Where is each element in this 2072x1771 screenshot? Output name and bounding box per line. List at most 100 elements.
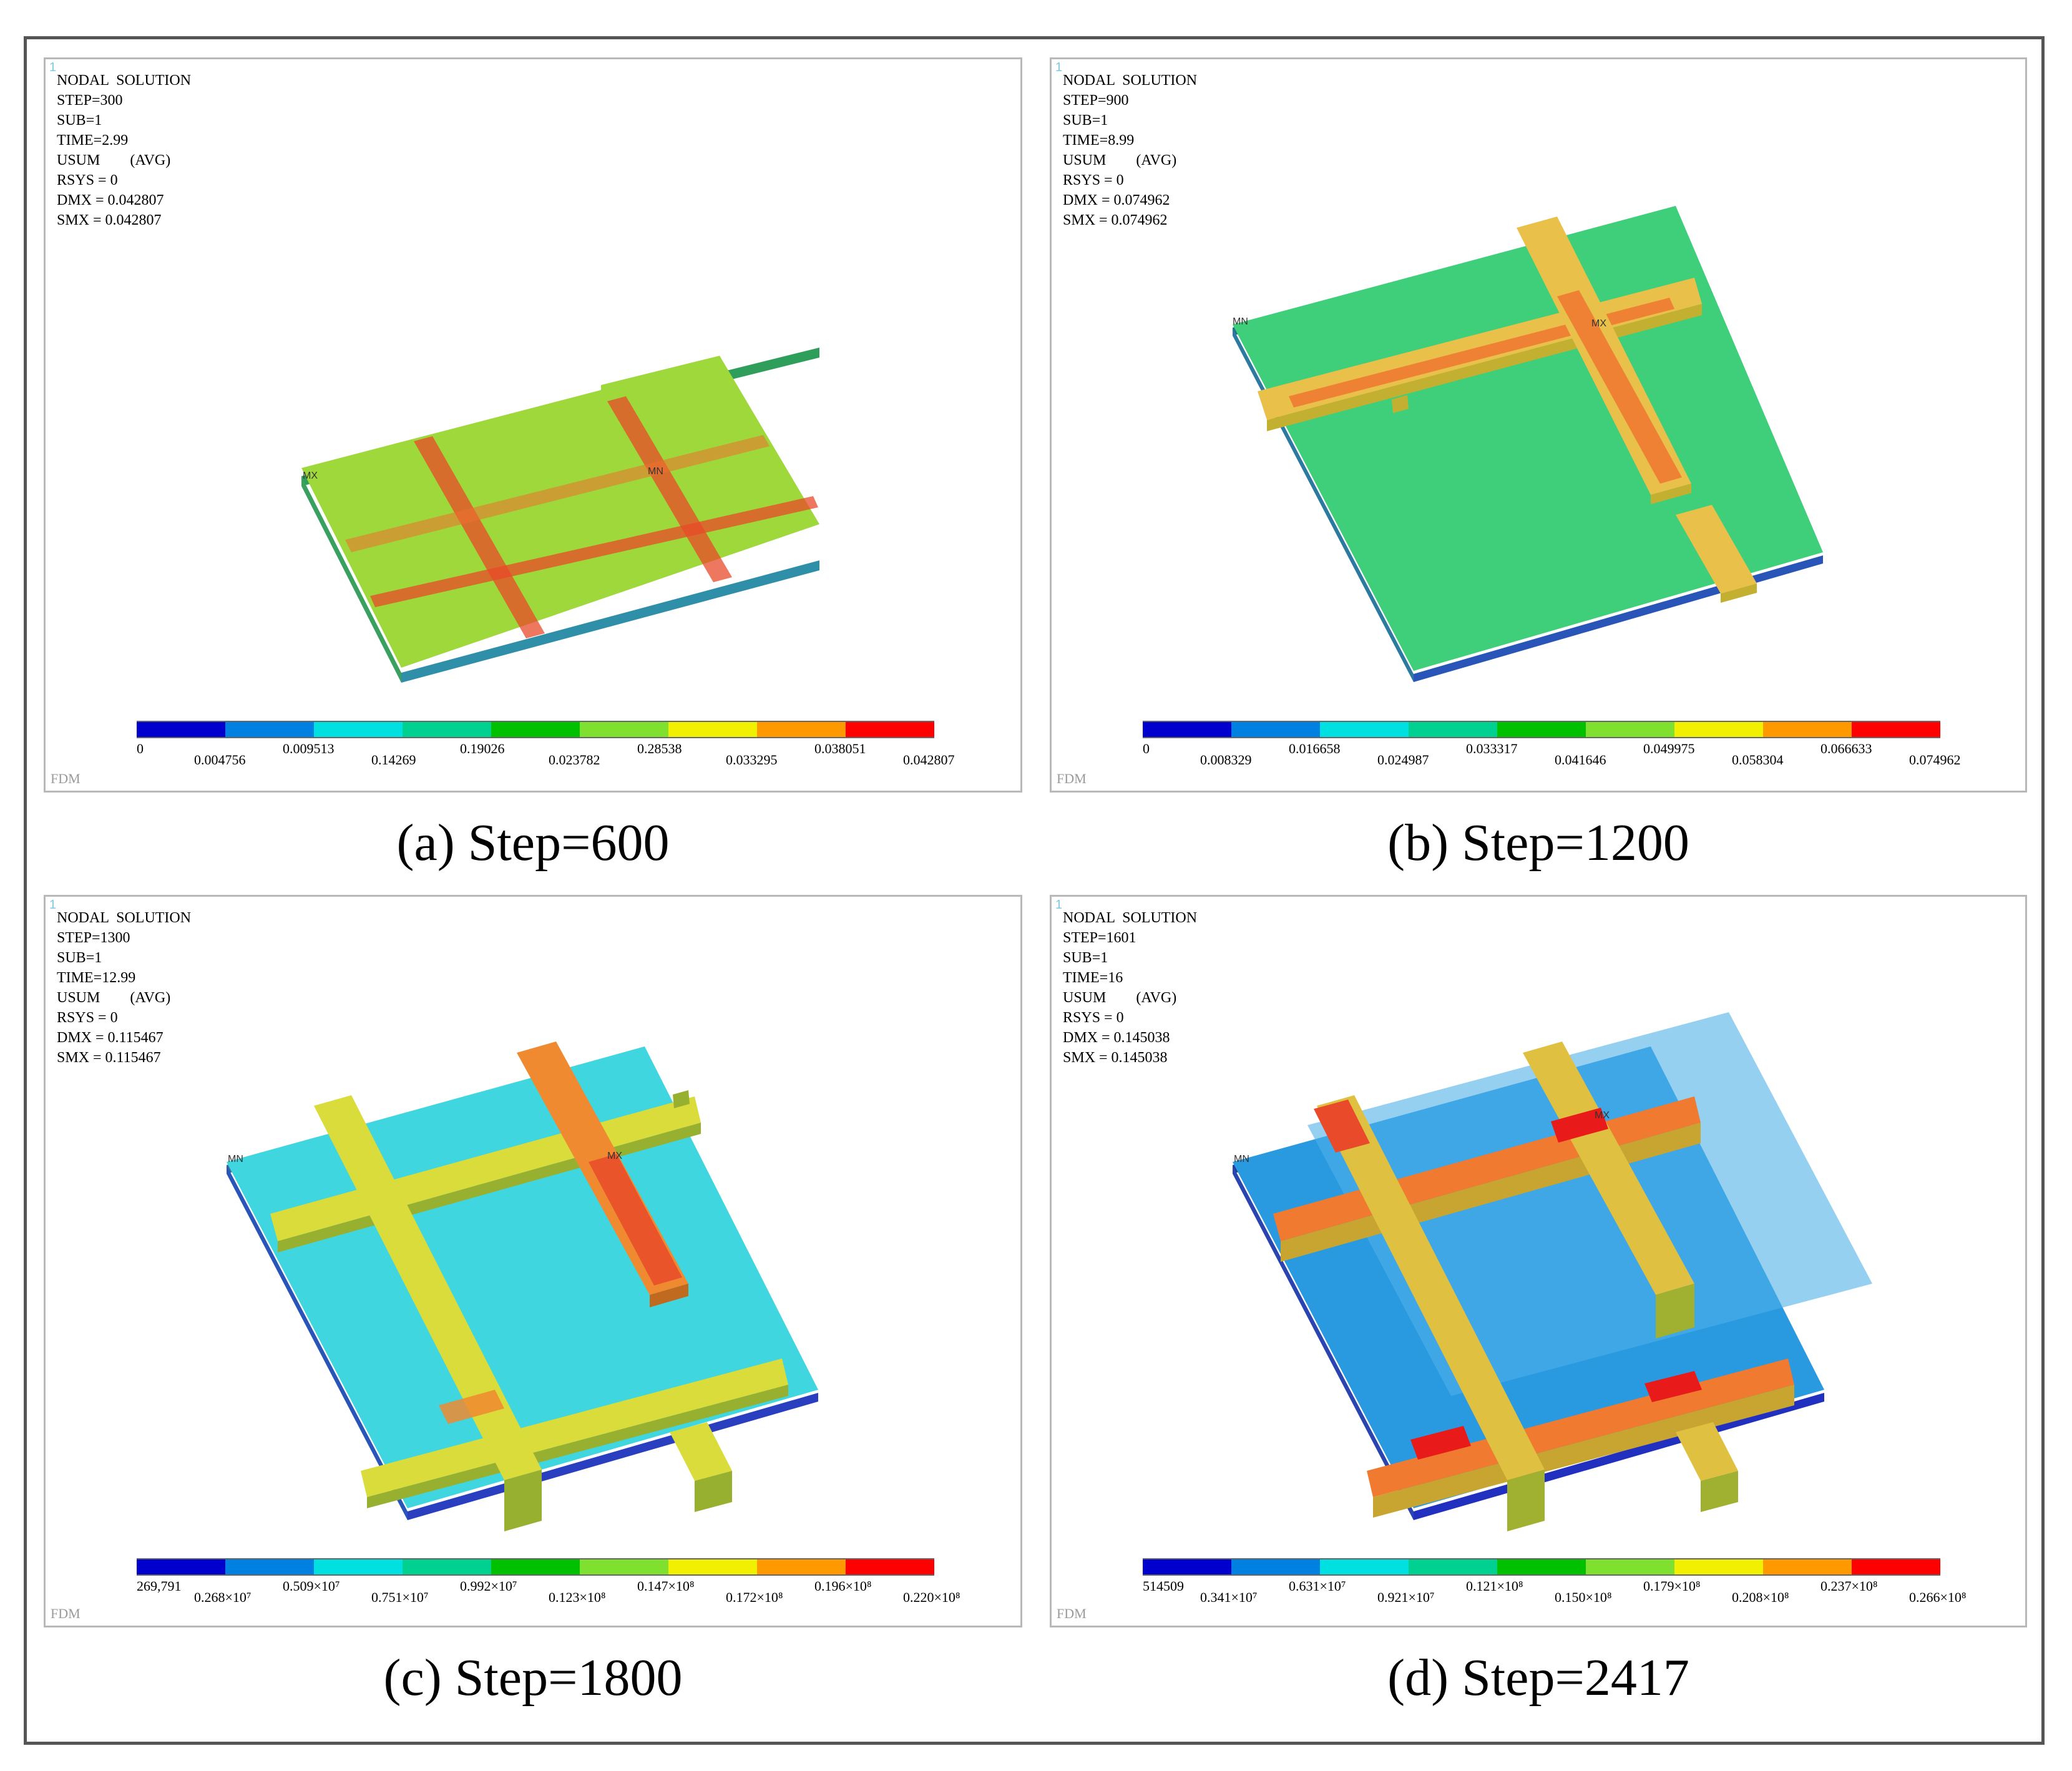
legend-label: 0: [137, 741, 144, 756]
beam-side: [1507, 1470, 1545, 1531]
legend-swatch: [403, 1558, 491, 1576]
legend-label: 514509: [1143, 1578, 1184, 1594]
legend-label: 0.208×10⁸: [1732, 1589, 1789, 1605]
node-label: MN: [1233, 316, 1248, 327]
legend-label: 0.751×10⁷: [371, 1589, 429, 1605]
info-line: RSYS = 0: [57, 172, 118, 188]
legend-label: 0.058304: [1732, 752, 1784, 768]
node-label: MX: [1595, 1110, 1610, 1121]
info-line: SUB=1: [57, 950, 102, 966]
info-line: USUM (AVG): [57, 152, 171, 168]
hot-spot: [1410, 1426, 1471, 1460]
panel-a: 1 NODAL SOLUTION STEP=300 SUB=1 TIME=2.9…: [44, 57, 1022, 793]
caption-a: (a) Step=600: [396, 814, 670, 872]
legend-swatch: [757, 1558, 846, 1576]
caption-c: (c) Step=1800: [383, 1649, 683, 1707]
block-top: [1676, 1422, 1738, 1481]
info-line: DMX = 0.115467: [57, 1030, 164, 1046]
legend-swatch: [403, 721, 491, 738]
solution-info: NODAL SOLUTION STEP=1601 SUB=1 TIME=16 U…: [1063, 908, 1197, 1068]
legend-label: 0.28538: [637, 741, 682, 756]
beam-top: [1523, 1042, 1694, 1295]
node-label: MX: [607, 1151, 622, 1161]
figure-frame: [24, 36, 2045, 1745]
panel-d: 1 NODAL SOLUTION STEP=1601 SUB=1 TIME=16…: [1050, 895, 2027, 1627]
beam-top: [1317, 1095, 1545, 1480]
hot-band: [439, 1390, 504, 1424]
beam-top: [361, 1359, 788, 1497]
legend-swatch: [1320, 1558, 1409, 1576]
legend-swatch: [1143, 1558, 1231, 1576]
legend-label: 0.631×10⁷: [1289, 1578, 1346, 1594]
info-line: SUB=1: [1063, 112, 1108, 129]
legend-label: 0.150×10⁸: [1555, 1589, 1612, 1605]
legend-swatch: [1763, 1558, 1852, 1576]
legend-label: 0.237×10⁸: [1820, 1578, 1878, 1594]
legend-swatch: [225, 1558, 314, 1576]
hot-spot: [1644, 1371, 1702, 1402]
legend-label: 0.042807: [903, 752, 955, 768]
info-line: RSYS = 0: [1063, 172, 1124, 188]
node-label: MN: [1234, 1154, 1249, 1164]
stub: [1392, 395, 1409, 413]
legend-swatch: [491, 721, 580, 738]
legend-swatch: [846, 721, 934, 738]
caption-d: (d) Step=2417: [1387, 1649, 1689, 1707]
hot-spot: [1314, 1100, 1370, 1153]
info-line: RSYS = 0: [1063, 1010, 1124, 1026]
beam-side: [1373, 1385, 1794, 1518]
stub: [673, 1090, 690, 1108]
info-line: USUM (AVG): [1063, 990, 1177, 1006]
legend-swatch: [668, 1558, 757, 1576]
info-line: STEP=1601: [1063, 930, 1136, 946]
model-view: MN MX: [1233, 206, 1823, 682]
panel-c: 1 NODAL SOLUTION STEP=1300 SUB=1 TIME=12…: [44, 895, 1022, 1627]
legend-swatch: [1497, 1558, 1586, 1576]
legend-label: 0: [1143, 741, 1150, 756]
legend-label: 0.14269: [371, 752, 416, 768]
legend-label: 0.016658: [1289, 741, 1341, 756]
legend-label: 0.033295: [726, 752, 778, 768]
legend-label: 0.023782: [549, 752, 600, 768]
corner-index: 1: [49, 898, 57, 912]
legend-label: 0.19026: [460, 741, 505, 756]
legend-label: 0.196×10⁸: [814, 1578, 872, 1594]
beam-side: [1651, 484, 1691, 504]
legend-swatch: [580, 1558, 668, 1576]
hot-band: [370, 496, 818, 607]
block-top: [670, 1422, 732, 1481]
legend-label: 0.992×10⁷: [460, 1578, 517, 1594]
info-line: TIME=2.99: [57, 132, 129, 149]
fdm-footer: FDM: [1057, 771, 1087, 786]
hot-spot: [1551, 1108, 1608, 1143]
solution-info: NODAL SOLUTION STEP=300 SUB=1 TIME=2.99 …: [57, 71, 191, 230]
legend-label: 269,791: [137, 1578, 182, 1594]
info-line: USUM (AVG): [1063, 152, 1177, 168]
node-label: MN: [648, 466, 663, 477]
plate-top: [1233, 206, 1823, 671]
legend-swatch: [757, 721, 846, 738]
info-line: TIME=8.99: [1063, 132, 1135, 149]
info-line: TIME=16: [1063, 970, 1123, 986]
legend-label: 0.266×10⁸: [1909, 1589, 1967, 1605]
legend-swatch: [225, 721, 314, 738]
legend-swatch: [1852, 721, 1940, 738]
caption-b: (b) Step=1200: [1387, 814, 1689, 872]
legend-swatch: [580, 721, 668, 738]
legend-swatch: [1320, 721, 1409, 738]
corner-index: 1: [49, 61, 57, 74]
legend-label: 0.123×10⁸: [549, 1589, 606, 1605]
plate-top: [301, 356, 819, 668]
legend-label: 0.074962: [1909, 752, 1961, 768]
solution-info: NODAL SOLUTION STEP=1300 SUB=1 TIME=12.9…: [57, 908, 191, 1068]
legend-swatch: [1497, 721, 1586, 738]
info-line: DMX = 0.145038: [1063, 1030, 1170, 1046]
fdm-footer: FDM: [1057, 1606, 1087, 1621]
hot-band: [589, 1154, 682, 1286]
block-side: [1701, 1471, 1738, 1512]
beam-side: [367, 1385, 788, 1508]
plate-side: [227, 1165, 408, 1520]
legend-swatch: [1674, 721, 1763, 738]
legend-swatch: [137, 1558, 225, 1576]
hot-band: [607, 396, 732, 582]
